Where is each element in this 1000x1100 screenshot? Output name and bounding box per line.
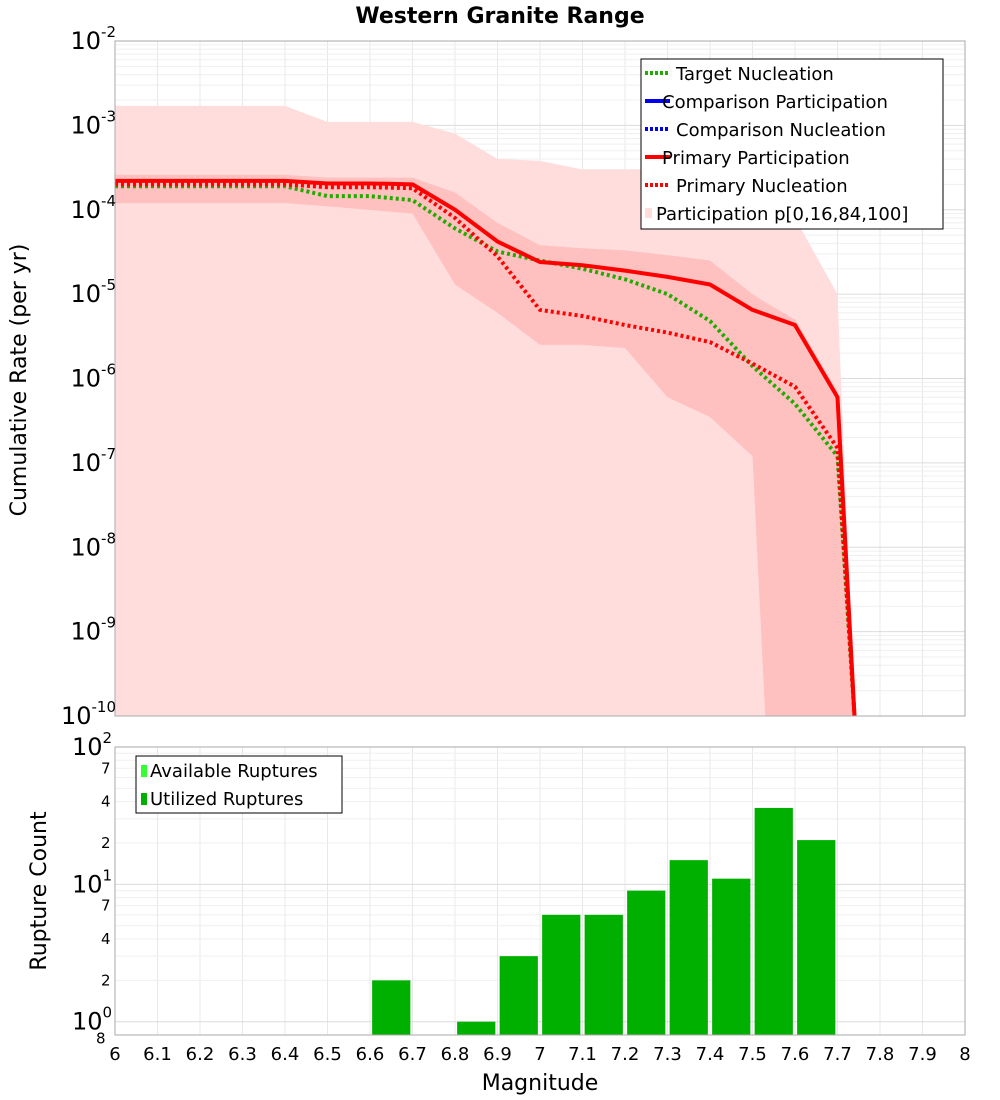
bar-utilized (499, 956, 538, 1035)
y-tick-label: 10-8 (70, 529, 116, 561)
x-tick-label: 7.7 (823, 1044, 852, 1065)
bar-utilized (712, 878, 751, 1035)
x-tick-label: 7.9 (908, 1044, 937, 1065)
legend-swatch (141, 793, 147, 805)
bottom-legend: Available Ruptures Utilized Ruptures (135, 755, 343, 814)
x-axis-label: Magnitude (482, 1071, 599, 1096)
x-tick-label: 6.9 (483, 1044, 512, 1065)
x-tick-label: 6.2 (186, 1044, 215, 1065)
series-line-primary-nucleation (115, 182, 857, 717)
legend-label: Primary Nucleation (676, 176, 848, 197)
x-tick-label: 6.3 (228, 1044, 257, 1065)
top-legend: Target Nucleation Comparison Participatio… (640, 58, 944, 230)
legend-label: Target Nucleation (675, 64, 834, 85)
legend-label: Comparison Nucleation (676, 120, 886, 141)
x-tick-label: 7.2 (611, 1044, 640, 1065)
y-tick-label: 10-7 (70, 445, 116, 477)
x-tick-label: 6.7 (398, 1044, 427, 1065)
y-tick-label: 10-2 (70, 23, 116, 55)
top-legend-box (640, 58, 944, 230)
x-tick-label: 7.3 (653, 1044, 682, 1065)
legend-label: Participation p[0,16,84,100] (656, 204, 908, 225)
x-tick-label: 6.5 (313, 1044, 342, 1065)
y-tick-label: 10-5 (70, 276, 116, 308)
top-lines (115, 178, 857, 717)
bottom-x-ticks: 6 6.1 6.2 6.3 6.4 6.5 6.6 6.7 6.8 6.9 7 7.1 7.2 7.3 7.… (109, 1044, 970, 1065)
bar-utilized (669, 860, 708, 1035)
bottom-bars (372, 807, 836, 1035)
y-tick-label: 10-10 (61, 698, 116, 730)
bar-utilized (584, 914, 623, 1035)
bottom-plot-border (114, 746, 966, 1036)
bar-utilized (797, 840, 836, 1035)
top-y-axis-label: Cumulative Rate (per yr) (7, 244, 32, 517)
top-y-ticks: 10-10 10-9 10-8 10-7 10-6 10-5 10-4 10-3 10-2 (61, 23, 116, 730)
top-plot-border (114, 40, 966, 717)
bar-utilized (372, 980, 411, 1035)
y-minor-tick-label: 4 (101, 793, 111, 811)
y-tick-label: 102 (72, 729, 112, 761)
y-tick-label: 101 (72, 866, 112, 898)
x-tick-label: 7.1 (568, 1044, 597, 1065)
y-tick-label: 10-3 (70, 107, 116, 139)
y-tick-label: 10-6 (70, 361, 116, 393)
legend-label: Available Ruptures (150, 761, 318, 782)
y-minor-tick-label: 8 (96, 1029, 106, 1047)
legend-label: Comparison Participation (662, 92, 888, 113)
bar-utilized (754, 807, 793, 1035)
y-minor-tick-label: 4 (101, 930, 111, 948)
x-tick-label: 8 (959, 1044, 970, 1065)
x-tick-label: 6.8 (441, 1044, 470, 1065)
x-tick-label: 7 (534, 1044, 545, 1065)
y-minor-tick-label: 7 (101, 759, 111, 777)
legend-swatch (141, 765, 147, 777)
series-line-primary-participation (115, 178, 857, 717)
top-plot-panel: 10-10 10-9 10-8 10-7 10-6 10-5 10-4 10-3 10-2 Cu… (7, 23, 966, 730)
top-bands (115, 105, 855, 717)
bar-utilized (457, 1021, 496, 1035)
bar-utilized (542, 914, 581, 1035)
chart-title: Western Granite Range (355, 4, 644, 29)
bottom-y-ticks: 100 101 102 2 4 7 2 4 7 8 (72, 729, 112, 1047)
legend-label: Utilized Ruptures (150, 789, 303, 810)
bottom-y-axis-label: Rupture Count (27, 811, 52, 971)
x-tick-label: 7.8 (866, 1044, 895, 1065)
x-tick-label: 7.5 (738, 1044, 767, 1065)
y-tick-label: 100 (72, 1004, 112, 1036)
y-minor-tick-label: 2 (101, 971, 111, 989)
legend-swatch (645, 208, 652, 218)
x-tick-label: 6.6 (356, 1044, 385, 1065)
bottom-legend-box (135, 755, 343, 814)
x-tick-label: 6.1 (143, 1044, 172, 1065)
x-tick-label: 7.6 (781, 1044, 810, 1065)
y-minor-tick-label: 7 (101, 897, 111, 915)
y-minor-tick-label: 2 (101, 834, 111, 852)
x-tick-label: 6.4 (271, 1044, 300, 1065)
x-tick-label: 6 (109, 1044, 120, 1065)
bar-utilized (627, 890, 666, 1035)
y-tick-label: 10-9 (70, 614, 116, 646)
band-inner (115, 174, 855, 716)
legend-label: Primary Participation (662, 148, 850, 169)
y-tick-label: 10-4 (70, 192, 116, 224)
x-tick-label: 7.4 (696, 1044, 725, 1065)
